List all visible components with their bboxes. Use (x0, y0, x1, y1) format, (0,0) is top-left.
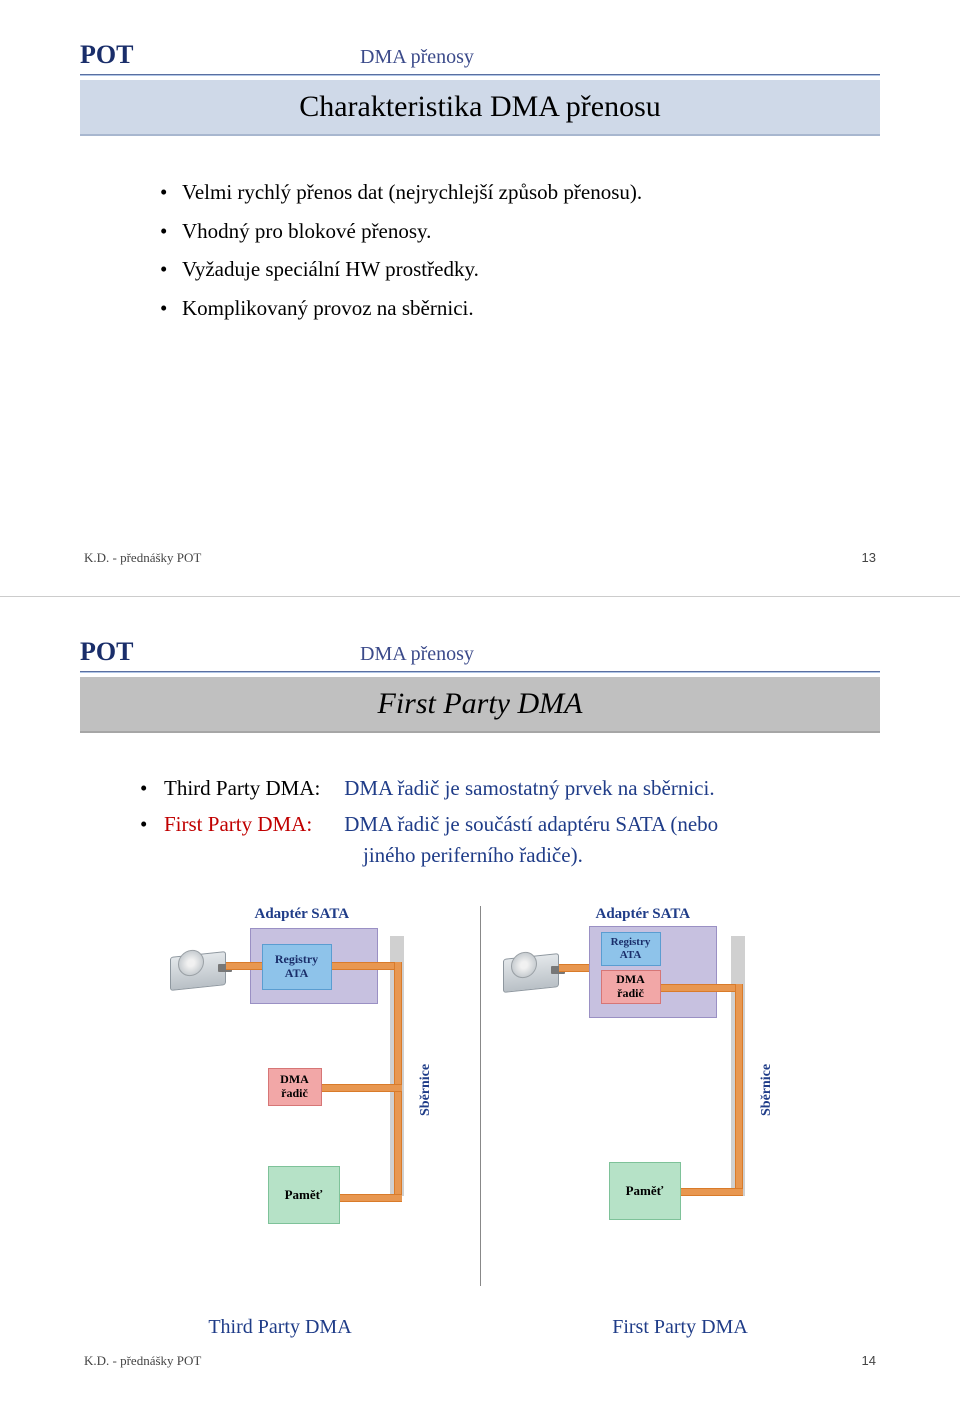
slide-header: POT DMA přenosy (80, 637, 880, 667)
def-label: First Party DMA: (164, 809, 339, 841)
cable-segment (394, 962, 402, 1092)
page-number: 14 (862, 1353, 876, 1368)
slide-2: POT DMA přenosy First Party DMA Third Pa… (0, 597, 960, 1409)
definition-item: Third Party DMA: DMA řadič je samostatný… (140, 773, 860, 805)
caption-first-party: First Party DMA (515, 1316, 845, 1339)
bus-label: Sběrnice (418, 1064, 434, 1116)
slide-header: POT DMA přenosy (80, 40, 880, 70)
registry-label: Registry ATA (611, 936, 651, 961)
header-underline (80, 671, 880, 673)
slide-1: POT DMA přenosy Charakteristika DMA přen… (0, 0, 960, 596)
cable-segment (332, 962, 402, 970)
cable-segment (318, 1084, 402, 1092)
hdd-cable (226, 962, 262, 970)
bullet-item: Vyžaduje speciální HW prostředky. (160, 253, 850, 286)
cable-segment (679, 1188, 743, 1196)
definition-item: First Party DMA: DMA řadič je součástí a… (140, 809, 860, 872)
registry-label: Registry ATA (275, 953, 318, 981)
header-center: DMA přenosy (360, 643, 474, 666)
diagram-captions: Third Party DMA First Party DMA (80, 1316, 880, 1339)
header-center: DMA přenosy (360, 46, 474, 69)
def-label: Third Party DMA: (164, 773, 339, 805)
def-text: DMA řadič je součástí adaptéru SATA (neb… (344, 812, 718, 836)
registry-box: Registry ATA (601, 932, 661, 966)
cable-segment (661, 984, 743, 992)
title-band: Charakteristika DMA přenosu (80, 80, 880, 136)
diagram-first-party: Adaptér SATA Sběrnice Registry ATA DMA ř… (481, 906, 811, 1286)
adapter-label: Adaptér SATA (596, 906, 691, 923)
memory-box: Paměť (609, 1162, 681, 1220)
cable-segment (338, 1194, 402, 1202)
diagram-third-party: Adaptér SATA Sběrnice Registry ATA DMA ř… (150, 906, 480, 1286)
slide-title: First Party DMA (378, 687, 583, 721)
dma-controller-box: DMA řadič (268, 1068, 322, 1106)
cable-segment (394, 1092, 402, 1202)
memory-box: Paměť (268, 1166, 340, 1224)
memory-label: Paměť (285, 1187, 323, 1203)
header-underline (80, 74, 880, 76)
slide-footer: K.D. - přednášky POT 14 (80, 1353, 880, 1369)
title-band: First Party DMA (80, 677, 880, 733)
definition-list: Third Party DMA: DMA řadič je samostatný… (80, 733, 880, 886)
footer-left: K.D. - přednášky POT (84, 1353, 201, 1369)
registry-box: Registry ATA (262, 944, 332, 990)
bullet-item: Velmi rychlý přenos dat (nejrychlejší zp… (160, 176, 850, 209)
bullet-item: Vhodný pro blokové přenosy. (160, 215, 850, 248)
header-left: POT (80, 40, 360, 70)
diagram-pair: Adaptér SATA Sběrnice Registry ATA DMA ř… (80, 906, 880, 1286)
hdd-cable (559, 964, 589, 972)
slide-body: Velmi rychlý přenos dat (nejrychlejší zp… (80, 136, 880, 340)
def-text: DMA řadič je samostatný prvek na sběrnic… (344, 776, 714, 800)
slide-title: Charakteristika DMA přenosu (299, 90, 661, 124)
cable-segment (735, 984, 743, 1196)
slide-footer: K.D. - přednášky POT 13 (80, 550, 880, 566)
bullet-item: Komplikovaný provoz na sběrnici. (160, 292, 850, 325)
hdd-icon (170, 946, 226, 992)
dma-label: DMA řadič (616, 973, 645, 1001)
caption-third-party: Third Party DMA (115, 1316, 445, 1339)
header-left: POT (80, 637, 360, 667)
hdd-icon (503, 948, 559, 994)
dma-label: DMA řadič (280, 1073, 309, 1101)
dma-controller-box: DMA řadič (601, 970, 661, 1004)
adapter-label: Adaptér SATA (255, 906, 350, 923)
bullet-list: Velmi rychlý přenos dat (nejrychlejší zp… (160, 176, 850, 324)
memory-label: Paměť (626, 1183, 664, 1199)
footer-left: K.D. - přednášky POT (84, 550, 201, 566)
page-number: 13 (862, 550, 876, 565)
bus-label: Sběrnice (759, 1064, 775, 1116)
def-text-cont: jiného periferního řadiče). (164, 840, 860, 872)
